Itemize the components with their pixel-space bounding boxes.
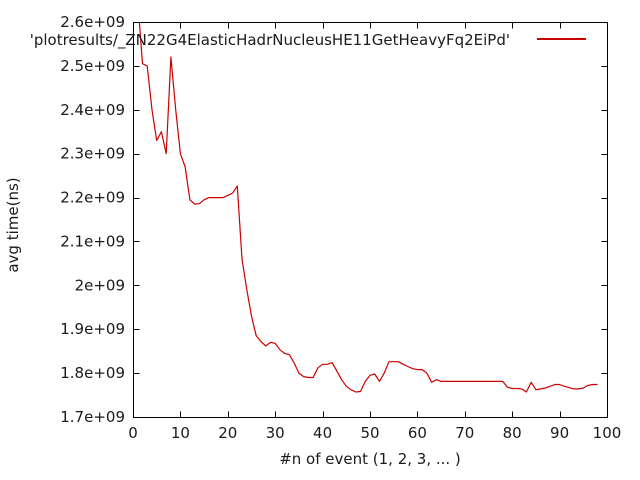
x-tick-label: 50	[360, 424, 379, 442]
y-tick-label: 2e+09	[75, 276, 125, 294]
data-series-line	[138, 22, 598, 393]
y-tick-label: 2.1e+09	[60, 232, 125, 250]
x-tick-label: 80	[503, 424, 522, 442]
x-tick-label: 100	[593, 424, 622, 442]
y-axis-title: avg time(ns)	[4, 177, 22, 273]
x-tick-label: 60	[408, 424, 427, 442]
x-axis-title: #n of event (1, 2, 3, ... )	[279, 450, 461, 468]
y-tick-label: 2.2e+09	[60, 189, 125, 207]
y-tick-label: 2.4e+09	[60, 101, 125, 119]
x-tick-label: 10	[171, 424, 190, 442]
x-tick-label: 70	[455, 424, 474, 442]
y-tick-label: 1.9e+09	[60, 320, 125, 338]
y-tick-label: 2.5e+09	[60, 57, 125, 75]
y-tick-label: 2.3e+09	[60, 145, 125, 163]
y-tick-label: 2.6e+09	[60, 13, 125, 31]
legend-line-sample	[537, 38, 586, 40]
x-tick-label: 0	[128, 424, 138, 442]
x-tick-label: 30	[266, 424, 285, 442]
x-tick-label: 90	[550, 424, 569, 442]
x-tick-label: 20	[218, 424, 237, 442]
y-tick-label: 1.7e+09	[60, 408, 125, 426]
x-tick-label: 40	[313, 424, 332, 442]
legend-series-label: 'plotresults/_ZN22G4ElasticHadrNucleusHE…	[29, 31, 510, 49]
plot-border	[133, 22, 608, 418]
y-tick-label: 1.8e+09	[60, 364, 125, 382]
